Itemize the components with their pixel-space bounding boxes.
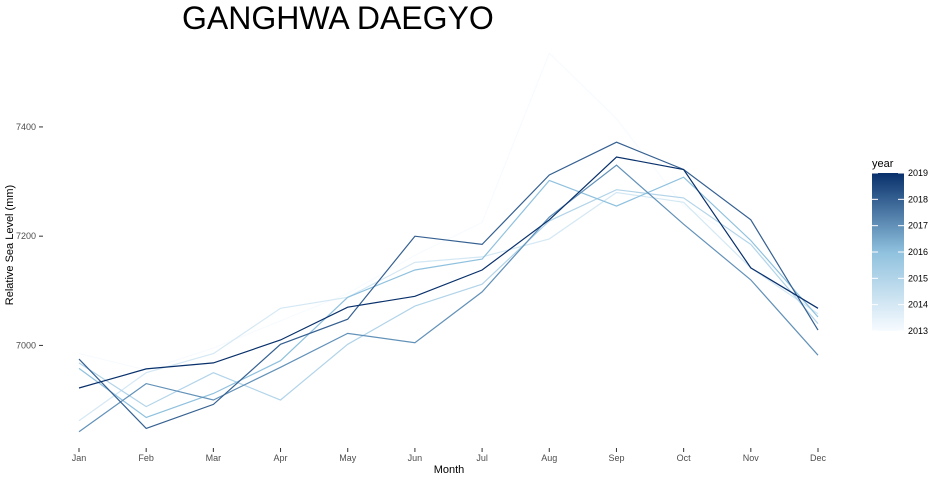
y-tick-label: 7000 [16, 340, 36, 350]
x-tick-label: Dec [810, 453, 827, 463]
legend-label: 2018 [908, 194, 928, 204]
y-axis-title: Relative Sea Level (mm) [4, 185, 16, 305]
legend: year 2019 2018 2017 2016 2015 2014 2013 [872, 158, 928, 336]
x-tick-label: Aug [541, 453, 557, 463]
legend-label: 2017 [908, 221, 928, 231]
series-line-2019 [78, 156, 819, 389]
x-tick-label: Jul [476, 453, 488, 463]
series-line-2014 [78, 191, 819, 422]
x-tick-label: Jun [408, 453, 423, 463]
x-tick-label: Feb [138, 453, 154, 463]
x-tick-label: Nov [743, 453, 760, 463]
legend-label: 2019 [908, 168, 928, 178]
series-line-2018 [78, 141, 819, 430]
plot-area [78, 52, 819, 433]
series-line-2013 [78, 52, 819, 371]
x-tick-label: Oct [677, 453, 692, 463]
legend-label: 2015 [908, 273, 928, 283]
x-tick-label: Apr [274, 453, 288, 463]
x-tick-label: Sep [608, 453, 624, 463]
chart-title: GANGHWA DAEGYO [182, 0, 494, 36]
series-line-2015 [78, 189, 819, 408]
legend-title: year [872, 158, 894, 170]
x-tick-label: Mar [206, 453, 222, 463]
series-line-2016 [78, 176, 819, 419]
x-axis: Jan Feb Mar Apr May Jun Jul Aug Sep Oct Nov Dec [72, 448, 827, 463]
legend-label: 2016 [908, 247, 928, 257]
series-line-2017 [78, 164, 819, 433]
y-tick-label: 7200 [16, 231, 36, 241]
legend-label: 2013 [908, 326, 928, 336]
y-tick-label: 7400 [16, 122, 36, 132]
legend-label: 2014 [908, 300, 928, 310]
x-tick-label: Jan [72, 453, 87, 463]
x-axis-title: Month [434, 464, 465, 476]
x-tick-label: May [339, 453, 357, 463]
y-axis: 7000 7200 7400 [16, 122, 43, 350]
